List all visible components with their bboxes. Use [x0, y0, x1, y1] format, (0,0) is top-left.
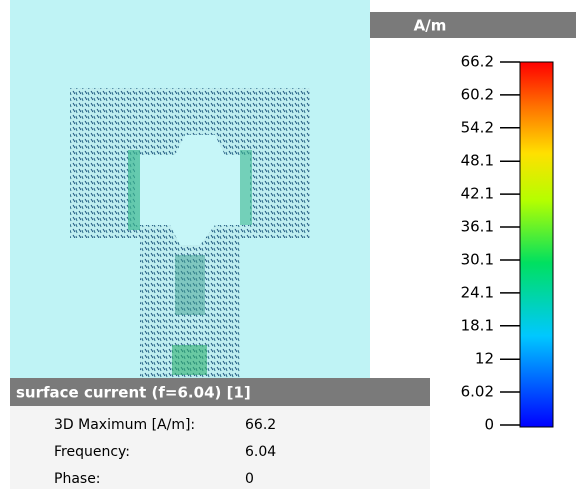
- tick-label: 30.1: [461, 250, 494, 268]
- tick-label: 6.02: [461, 382, 494, 400]
- info-value: 0: [245, 471, 254, 487]
- tick-label: 18.1: [461, 316, 494, 334]
- tick-label: 42.1: [461, 185, 494, 203]
- info-label: Phase:: [54, 471, 101, 487]
- tick-label: 60.2: [461, 85, 494, 103]
- tick-label: 24.1: [461, 283, 494, 301]
- tick-label: 48.1: [461, 152, 494, 170]
- tick-label: 36.1: [461, 218, 494, 236]
- tick-label: 12: [475, 350, 494, 368]
- colorbar-ticks: 66.2 60.2 54.2 48.1 42.1 36.1 30.1 24.1 18.1 12 6.…: [461, 53, 520, 434]
- info-value: 66.2: [245, 417, 276, 433]
- colorbar-header: [370, 12, 576, 38]
- tick-label: 66.2: [461, 53, 494, 71]
- info-title: surface current (f=6.04) [1]: [16, 384, 251, 402]
- screen: A/m 66.2 60.2 54.2 48.1 42.1 36.1 30.1 24.1 18.1…: [0, 0, 576, 489]
- page: A/m 66.2 60.2 54.2 48.1 42.1 36.1 30.1 24.1 18.1…: [0, 0, 576, 489]
- tick-label: 54.2: [461, 118, 494, 136]
- tick-label: 0: [484, 416, 494, 434]
- colorbar-title: A/m: [414, 17, 447, 35]
- info-value: 6.04: [245, 444, 276, 460]
- colorbar: [520, 62, 553, 427]
- info-label: 3D Maximum [A/m]:: [54, 417, 195, 433]
- info-label: Frequency:: [54, 444, 130, 460]
